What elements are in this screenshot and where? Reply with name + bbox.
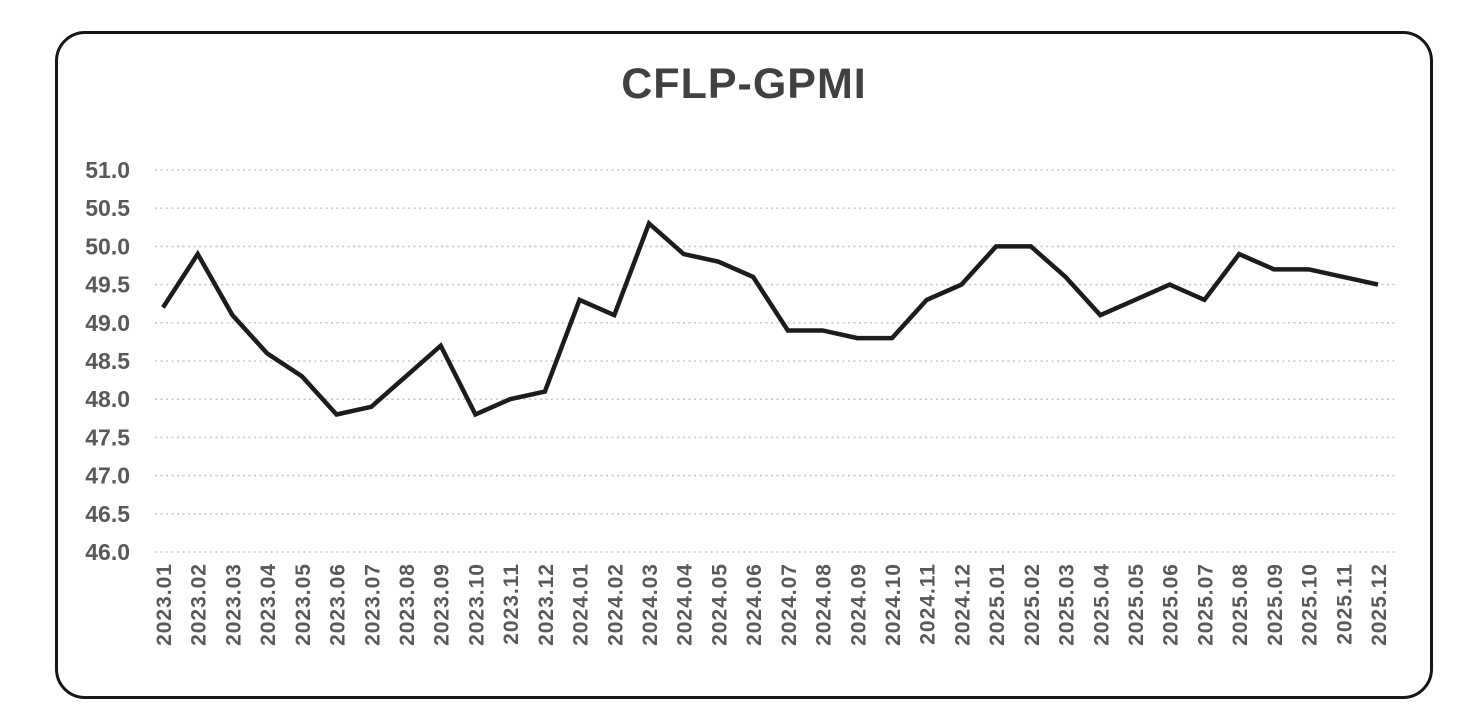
y-axis-tick-label: 46.0 (85, 539, 130, 565)
x-axis-tick-label: 2024.09 (847, 563, 870, 646)
x-axis-tick-label: 2023.01 (153, 563, 176, 646)
x-axis-tick-label: 2024.02 (604, 563, 627, 646)
x-axis-tick-label: 2025.09 (1264, 563, 1287, 646)
x-axis-tick-label: 2025.06 (1160, 563, 1183, 646)
x-axis-tick-label: 2023.09 (431, 563, 454, 646)
x-axis-tick-label: 2025.04 (1090, 563, 1113, 646)
y-axis-tick-label: 46.5 (85, 501, 130, 527)
x-axis-tick-label: 2025.02 (1021, 563, 1044, 646)
x-axis-tick-label: 2023.07 (361, 563, 384, 646)
x-axis-tick-label: 2023.03 (222, 563, 245, 646)
x-axis-tick-label: 2024.06 (743, 563, 766, 646)
y-axis-tick-label: 47.0 (85, 463, 130, 489)
x-axis-tick-label: 2023.12 (535, 563, 558, 646)
y-axis-tick-label: 48.5 (85, 348, 130, 374)
y-axis-tick-label: 51.0 (85, 157, 130, 183)
x-axis-tick-label: 2025.12 (1368, 563, 1391, 646)
x-axis-tick-label: 2024.05 (708, 563, 731, 646)
chart-title: CFLP-GPMI (621, 60, 867, 108)
x-axis-tick-label: 2025.10 (1299, 563, 1322, 646)
x-axis-tick-label: 2024.03 (639, 563, 662, 646)
y-axis-tick-label: 50.0 (85, 233, 130, 259)
x-axis-tick-label: 2023.02 (188, 563, 211, 646)
x-axis-tick-label: 2025.07 (1194, 563, 1217, 646)
x-axis-tick-label: 2025.11 (1333, 563, 1356, 645)
y-axis-tick-label: 47.5 (85, 424, 130, 450)
x-axis-tick-label: 2025.01 (986, 563, 1009, 646)
data-line (161, 219, 1379, 418)
x-axis-tick-label: 2024.08 (813, 563, 836, 646)
x-axis-tick-label: 2023.08 (396, 563, 419, 646)
x-axis-tick-label: 2023.10 (465, 563, 488, 646)
x-axis-tick-label: 2025.03 (1056, 563, 1079, 646)
x-axis-tick-label: 2024.07 (778, 563, 801, 646)
x-axis-tick-label: 2024.10 (882, 563, 905, 646)
x-axis-tick-label: 2023.04 (257, 563, 280, 646)
y-axis-tick-label: 49.0 (85, 310, 130, 336)
x-axis-tick-label: 2024.11 (917, 563, 940, 645)
x-axis-tick-label: 2025.08 (1229, 563, 1252, 646)
y-axis-tick-label: 48.0 (85, 386, 130, 412)
x-axis-tick-label: 2024.04 (674, 563, 697, 646)
x-axis-tick-label: 2024.01 (570, 563, 593, 646)
y-axis-tick-label: 50.5 (85, 195, 130, 221)
x-axis-tick-label: 2024.12 (951, 563, 974, 646)
x-axis-tick-label: 2023.05 (292, 563, 315, 646)
x-axis-tick-label: 2025.05 (1125, 563, 1148, 646)
x-axis-tick-label: 2023.11 (500, 563, 523, 645)
y-axis-tick-label: 49.5 (85, 272, 130, 298)
x-axis-tick-label: 2023.06 (327, 563, 350, 646)
